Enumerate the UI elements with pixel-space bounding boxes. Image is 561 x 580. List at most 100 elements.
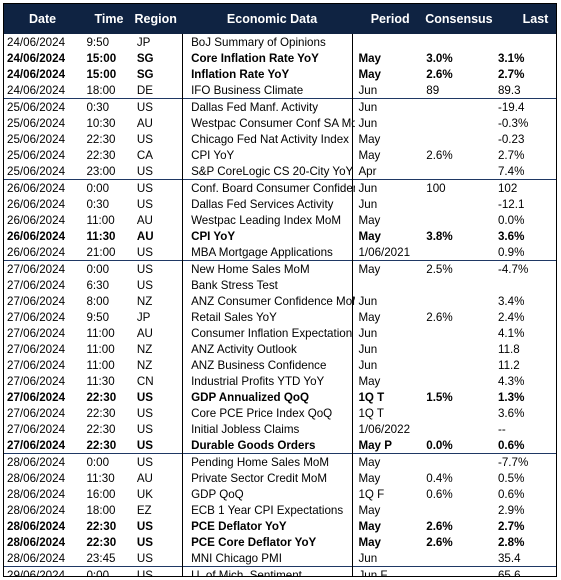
cell-last: 2.7%	[497, 67, 525, 81]
cell-time: 22:30	[86, 148, 116, 162]
cell-region: US	[136, 164, 153, 178]
cell-economic-data: Pending Home Sales MoM	[191, 455, 329, 469]
cell-date: 28/06/2024	[7, 503, 66, 517]
cell-last: 0.6%	[497, 438, 525, 452]
cell-economic-data: U. of Mich. Sentiment	[191, 568, 302, 577]
cell-region: JP	[136, 35, 151, 49]
cell-time: 11:00	[86, 342, 115, 356]
cell-last: 65.6	[497, 568, 521, 577]
cell-date: 27/06/2024	[7, 438, 66, 452]
cell-region: US	[136, 551, 153, 565]
table-body: 24/06/2024 9:50 JP BoJ Summary of Opinions 2…	[4, 34, 556, 577]
table-row: 26/06/2024 21:00 US MBA Mortgage Applicatio…	[4, 244, 556, 260]
cell-period: May	[358, 535, 382, 549]
table-row: 28/06/2024 16:00 UK GDP QoQ 1Q F 0.6% 0.6%	[4, 486, 556, 502]
cell-last: 11.8	[497, 342, 520, 356]
table-row: 27/06/2024 11:30 CN Industrial Profits YTD …	[4, 373, 556, 389]
cell-last: 2.4%	[497, 310, 525, 324]
cell-economic-data: BoJ Summary of Opinions	[191, 35, 326, 49]
cell-time: 11:30	[86, 229, 116, 243]
cell-region: AU	[136, 326, 153, 340]
cell-last: 2.7%	[497, 519, 525, 533]
cell-time: 22:30	[86, 438, 117, 452]
table-row: 27/06/2024 11:00 AU Consumer Inflation Expe…	[4, 325, 556, 341]
header-consensus: Consensus	[425, 12, 493, 26]
cell-economic-data: Chicago Fed Nat Activity Index	[191, 132, 349, 146]
cell-date: 28/06/2024	[7, 471, 66, 485]
table-row: 24/06/2024 18:00 DE IFO Business Climate Jun…	[4, 82, 556, 98]
cell-economic-data: S&P CoreLogic CS 20-City YoY NSA	[191, 164, 355, 178]
cell-region: US	[136, 390, 153, 404]
cell-period: Jun	[358, 116, 378, 130]
cell-region: DE	[136, 83, 153, 97]
table-row: 26/06/2024 0:30 US Dallas Fed Services Acti…	[4, 196, 556, 212]
column-divider	[182, 34, 183, 576]
cell-date: 25/06/2024	[7, 132, 66, 146]
cell-period: May	[358, 67, 382, 81]
cell-time: 18:00	[86, 83, 116, 97]
cell-region: CA	[136, 148, 153, 162]
cell-economic-data: CPI YoY	[191, 148, 235, 162]
cell-economic-data: Westpac Consumer Conf SA MoM	[191, 116, 356, 130]
cell-consensus: 2.6%	[426, 519, 453, 533]
cell-date: 28/06/2024	[7, 519, 66, 533]
cell-last: 35.4	[497, 551, 521, 565]
cell-economic-data: Bank Stress Test	[191, 278, 278, 292]
cell-date: 27/06/2024	[7, 390, 66, 404]
cell-period: May	[358, 262, 381, 276]
cell-region: US	[136, 245, 153, 259]
table-header: Date Time Region Economic Data Period Co…	[4, 4, 556, 34]
cell-period: 1/06/2022	[358, 422, 411, 436]
cell-time: 22:30	[86, 519, 117, 533]
cell-date: 28/06/2024	[7, 455, 66, 469]
cell-date: 25/06/2024	[7, 148, 66, 162]
economic-calendar-table: Date Time Region Economic Data Period Co…	[3, 3, 557, 577]
cell-economic-data: PCE Deflator YoY	[191, 519, 287, 533]
cell-region: UK	[136, 487, 153, 501]
cell-period: Jun	[358, 83, 378, 97]
cell-period: May	[358, 132, 381, 146]
cell-period: May	[358, 455, 381, 469]
cell-region: US	[136, 568, 153, 577]
table-row: 28/06/2024 22:30 US PCE Core Deflator YoY Ma…	[4, 534, 556, 550]
cell-last: 102	[497, 181, 518, 195]
table-row: 28/06/2024 0:00 US Pending Home Sales MoM Ma…	[4, 453, 556, 470]
cell-date: 27/06/2024	[7, 374, 66, 388]
cell-time: 15:00	[86, 51, 117, 65]
cell-last: -19.4	[497, 100, 525, 114]
cell-time: 9:50	[86, 310, 110, 324]
table-row: 27/06/2024 11:00 NZ ANZ Business Confidence…	[4, 357, 556, 373]
table-row: 27/06/2024 11:00 NZ ANZ Activity Outlook Jun…	[4, 341, 556, 357]
cell-date: 26/06/2024	[7, 197, 66, 211]
cell-period: 1Q T	[358, 390, 385, 404]
cell-economic-data: Dallas Fed Services Activity	[191, 197, 334, 211]
table-row: 25/06/2024 0:30 US Dallas Fed Manf. Activit…	[4, 98, 556, 115]
cell-date: 24/06/2024	[7, 83, 66, 97]
table-row: 28/06/2024 11:30 AU Private Sector Credit M…	[4, 470, 556, 486]
table-row: 28/06/2024 23:45 US MNI Chicago PMI Jun 35.4	[4, 550, 556, 566]
cell-region: US	[136, 535, 153, 549]
cell-consensus: 100	[426, 181, 446, 195]
cell-region: EZ	[136, 503, 152, 517]
cell-economic-data: MNI Chicago PMI	[191, 551, 282, 565]
cell-region: US	[136, 438, 153, 452]
cell-time: 0:00	[86, 262, 110, 276]
cell-period: Jun	[358, 294, 378, 308]
cell-time: 11:00	[86, 213, 115, 227]
cell-time: 11:00	[86, 358, 115, 372]
cell-region: AU	[136, 229, 154, 243]
cell-consensus: 2.6%	[426, 148, 453, 162]
table-row: 28/06/2024 22:30 US PCE Deflator YoY May 2.6%…	[4, 518, 556, 534]
cell-consensus: 3.0%	[426, 51, 453, 65]
cell-region: US	[136, 197, 153, 211]
cell-economic-data: Core PCE Price Index QoQ	[191, 406, 333, 420]
cell-region: US	[136, 519, 153, 533]
cell-date: 27/06/2024	[7, 326, 66, 340]
cell-date: 26/06/2024	[7, 245, 66, 259]
cell-date: 25/06/2024	[7, 164, 66, 178]
cell-region: SG	[136, 67, 154, 81]
cell-consensus: 89	[426, 83, 440, 97]
table-row: 25/06/2024 22:30 CA CPI YoY May 2.6% 2.7%	[4, 147, 556, 163]
cell-date: 27/06/2024	[7, 262, 66, 276]
cell-period: May	[358, 503, 381, 517]
